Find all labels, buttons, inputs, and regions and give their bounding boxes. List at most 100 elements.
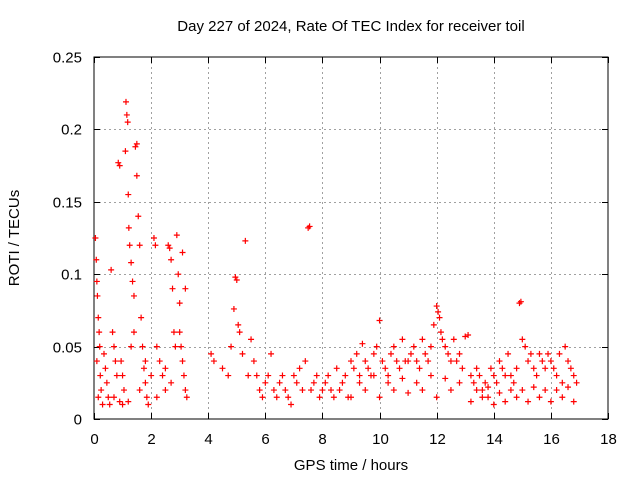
data-point — [156, 358, 163, 365]
data-point — [479, 387, 486, 394]
data-point — [370, 350, 377, 357]
data-point — [178, 343, 185, 350]
data-point — [180, 372, 187, 379]
data-point — [93, 256, 100, 263]
data-point — [96, 329, 103, 336]
data-point — [479, 394, 486, 401]
data-point — [236, 329, 243, 336]
data-point — [539, 358, 546, 365]
data-point — [288, 401, 295, 408]
data-point — [253, 372, 260, 379]
data-point — [138, 314, 145, 321]
data-point — [153, 394, 160, 401]
data-point — [565, 384, 572, 391]
data-point — [467, 398, 474, 405]
data-point — [233, 276, 240, 283]
data-point — [299, 387, 306, 394]
data-point — [517, 298, 524, 305]
data-point — [435, 308, 442, 315]
data-point — [170, 329, 177, 336]
data-point — [125, 191, 132, 198]
data-point — [536, 394, 543, 401]
y-axis-title: ROTI / TECUs — [6, 190, 23, 286]
data-point — [573, 379, 580, 386]
data-point — [470, 379, 477, 386]
y-tick-label: 0.2 — [61, 122, 82, 139]
data-point — [413, 358, 420, 365]
data-point — [422, 350, 429, 357]
data-point — [118, 358, 125, 365]
data-point — [547, 358, 554, 365]
x-tick-label: 4 — [204, 431, 212, 448]
data-point — [362, 387, 369, 394]
data-point — [445, 350, 452, 357]
data-point — [179, 358, 186, 365]
data-point — [373, 343, 380, 350]
x-tick-label: 6 — [261, 431, 269, 448]
data-point — [95, 314, 102, 321]
data-point — [142, 379, 149, 386]
data-point — [510, 379, 517, 386]
data-point — [93, 278, 100, 285]
data-point — [302, 358, 309, 365]
data-point — [122, 148, 129, 155]
data-point — [527, 350, 534, 357]
data-point — [547, 398, 554, 405]
data-point — [502, 398, 509, 405]
data-point — [485, 384, 492, 391]
data-point — [362, 358, 369, 365]
data-point — [125, 398, 132, 405]
data-point — [259, 394, 266, 401]
data-point — [182, 285, 189, 292]
data-point — [242, 237, 249, 244]
data-point — [419, 387, 426, 394]
x-tick-label: 18 — [600, 431, 617, 448]
data-point — [113, 372, 120, 379]
data-point — [542, 387, 549, 394]
data-point — [407, 350, 414, 357]
data-point — [110, 394, 117, 401]
data-point — [522, 343, 529, 350]
data-point — [553, 372, 560, 379]
data-point — [385, 379, 392, 386]
data-point — [152, 242, 159, 249]
data-point — [293, 379, 300, 386]
data-point — [559, 394, 566, 401]
data-point — [530, 384, 537, 391]
data-point — [453, 358, 460, 365]
data-point — [132, 143, 139, 150]
data-point — [313, 372, 320, 379]
data-point — [122, 98, 129, 105]
data-point — [136, 387, 143, 394]
data-point — [382, 365, 389, 372]
data-point — [162, 365, 169, 372]
x-tick-label: 0 — [90, 431, 98, 448]
data-point — [442, 375, 449, 382]
data-point — [433, 303, 440, 310]
data-point — [94, 292, 101, 299]
data-point — [328, 387, 335, 394]
data-point — [342, 372, 349, 379]
data-point — [273, 394, 280, 401]
data-point — [148, 372, 155, 379]
data-point — [376, 394, 383, 401]
data-point — [176, 329, 183, 336]
data-point — [353, 350, 360, 357]
x-tick-label: 14 — [486, 431, 503, 448]
data-point — [268, 350, 275, 357]
data-point — [476, 372, 483, 379]
data-point — [567, 365, 574, 372]
data-point — [130, 292, 137, 299]
data-point — [116, 398, 123, 405]
data-point — [248, 336, 255, 343]
data-point — [110, 343, 117, 350]
data-point — [145, 401, 152, 408]
data-point — [427, 372, 434, 379]
data-point — [496, 358, 503, 365]
data-point — [182, 387, 189, 394]
data-point — [230, 305, 237, 312]
x-tick-label: 12 — [429, 431, 446, 448]
data-point — [173, 232, 180, 239]
data-point — [336, 387, 343, 394]
data-point — [109, 329, 116, 336]
